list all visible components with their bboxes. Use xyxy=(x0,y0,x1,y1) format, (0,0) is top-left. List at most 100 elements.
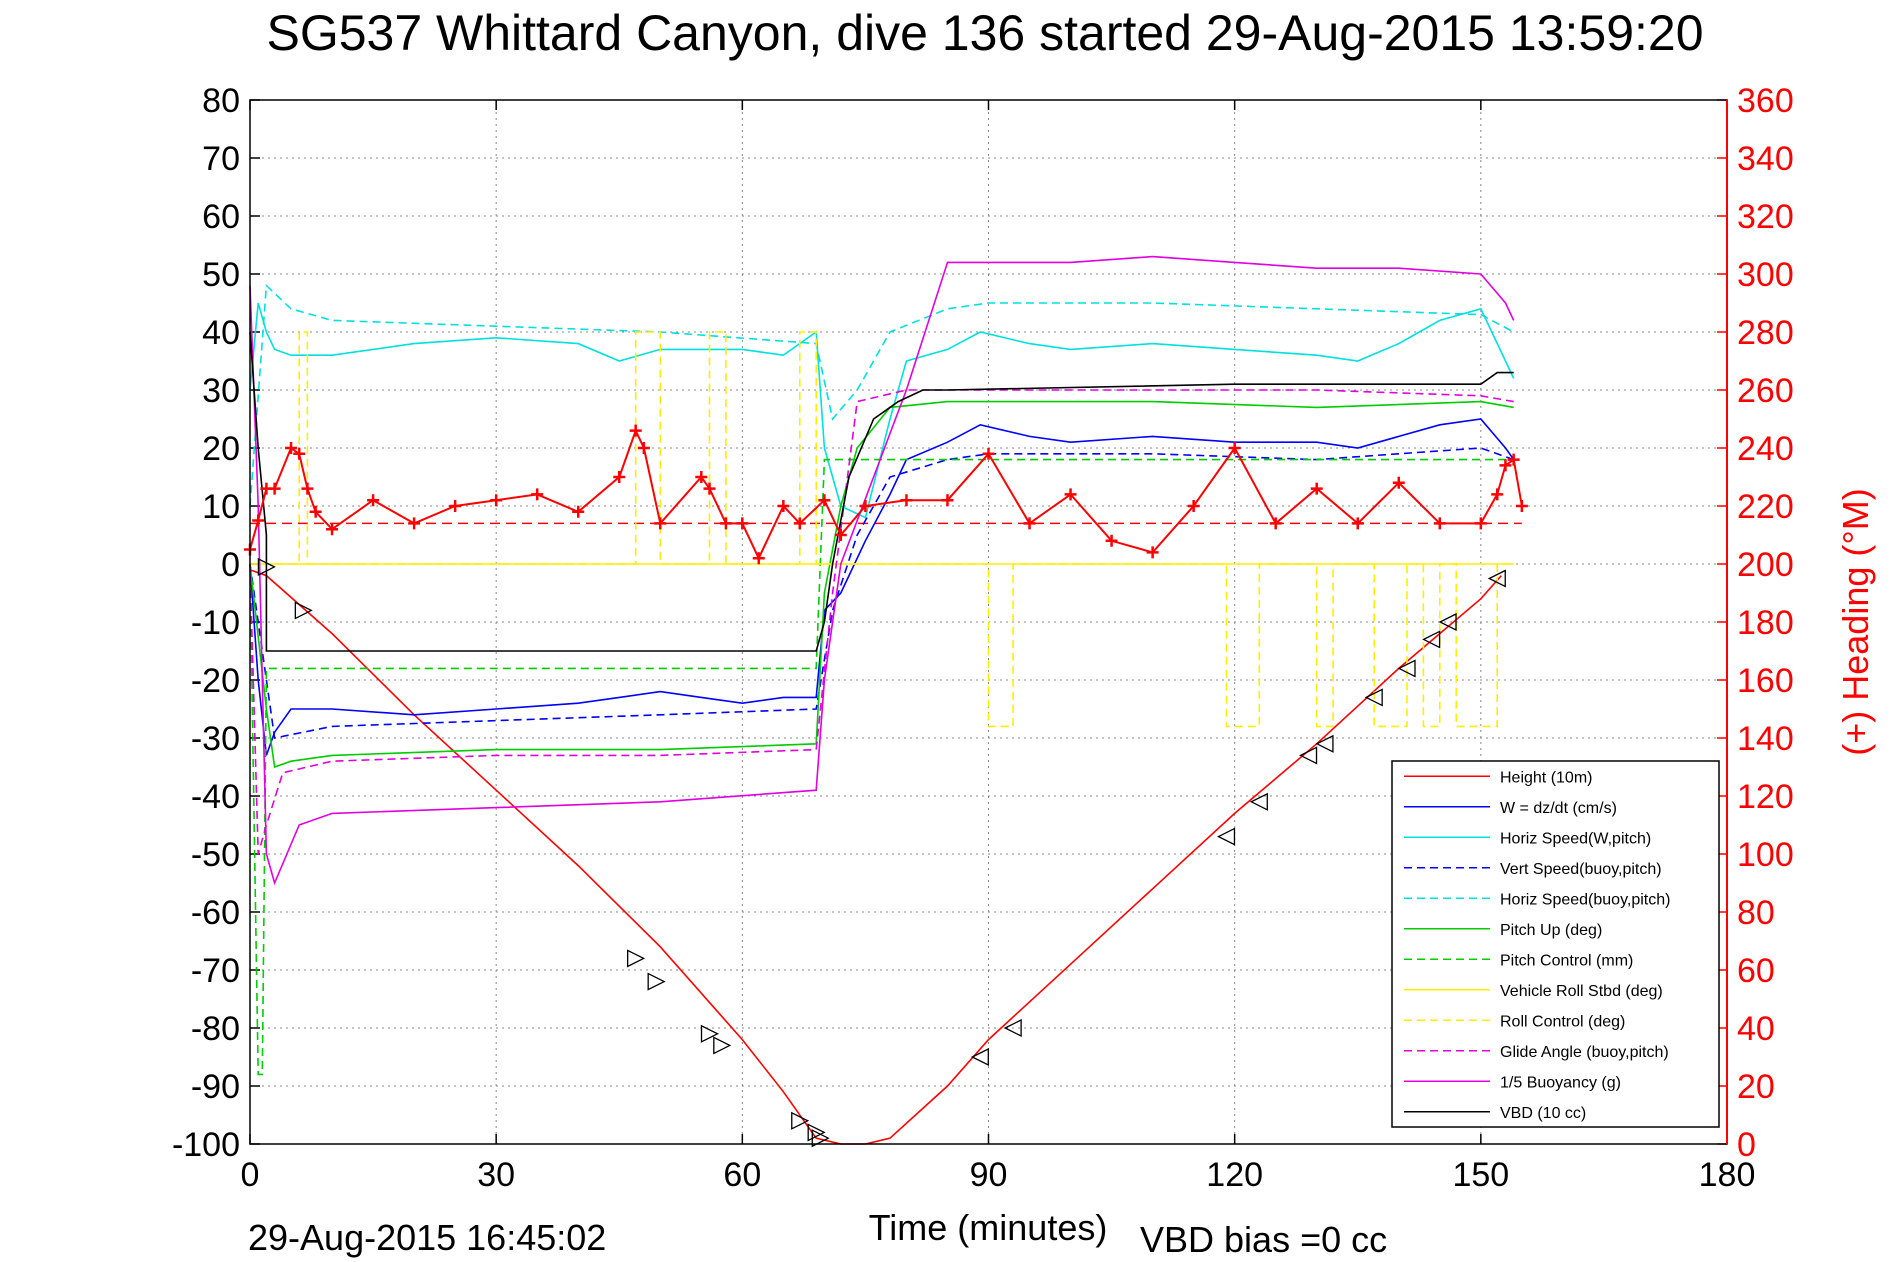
y-tick-label: 30 xyxy=(202,372,240,410)
heading-series xyxy=(244,424,1528,565)
depth-marker xyxy=(1299,746,1318,765)
chart-title: SG537 Whittard Canyon, dive 136 started … xyxy=(266,5,1703,61)
x-tick-label: 180 xyxy=(1699,1156,1756,1194)
heading-point xyxy=(1187,500,1200,512)
depth-marker xyxy=(713,1036,732,1055)
y-tick-label: -60 xyxy=(191,894,240,932)
y-tick-label: 50 xyxy=(202,256,240,294)
x-tick-label: 30 xyxy=(477,1156,515,1194)
heading-point xyxy=(531,488,544,501)
x-tick-label: 120 xyxy=(1206,1156,1263,1194)
y-tick-label: -20 xyxy=(191,662,240,700)
heading-point xyxy=(613,471,626,483)
y2-tick-label: 240 xyxy=(1737,430,1794,468)
y-tick-label: 80 xyxy=(202,82,240,120)
y2-tick-label: 320 xyxy=(1737,198,1794,236)
y-tick-label: 40 xyxy=(202,314,240,352)
footer-vbd-bias: VBD bias =0 cc xyxy=(1140,1219,1387,1260)
y2-tick-label: 80 xyxy=(1737,894,1775,932)
depth-marker xyxy=(807,1123,826,1142)
x-tick-label: 0 xyxy=(241,1156,260,1194)
heading-point xyxy=(367,494,380,507)
heading-point xyxy=(941,494,954,507)
heading-point xyxy=(1351,517,1364,530)
depth-marker xyxy=(1364,688,1383,707)
y-tick-label: -70 xyxy=(191,952,240,990)
y-tick-label: 10 xyxy=(202,488,240,526)
heading-point xyxy=(1507,453,1520,466)
heading-point xyxy=(900,494,913,507)
heading-point xyxy=(1474,517,1487,530)
heading-point xyxy=(252,514,265,527)
y2-tick-label: 60 xyxy=(1737,952,1775,990)
ticks: 0 30 60 90 120 150 18080706050403020100-10-20-… xyxy=(172,82,1794,1194)
y-tick-label: -40 xyxy=(191,778,240,816)
heading-point xyxy=(719,517,732,530)
depth-marker xyxy=(257,557,276,576)
heading-point xyxy=(777,500,790,512)
series-line-3 xyxy=(249,447,1514,739)
heading-point xyxy=(1515,500,1528,512)
heading-point xyxy=(752,552,765,565)
y-tick-label: -80 xyxy=(191,1010,240,1048)
y2-tick-label: 260 xyxy=(1737,372,1794,410)
y2-tick-label: 200 xyxy=(1737,546,1794,584)
y2-tick-label: 300 xyxy=(1737,256,1794,294)
legend-box xyxy=(1391,760,1720,1128)
series-line-11 xyxy=(249,331,1514,652)
depth-marker xyxy=(1003,1018,1022,1038)
series-line-4 xyxy=(249,283,1515,507)
legend-entry: W = dz/dt (cm/s) xyxy=(1500,800,1617,817)
y2-tick-label: 20 xyxy=(1737,1068,1775,1106)
heading-point xyxy=(293,447,306,460)
legend-entry: Roll Control (deg) xyxy=(1500,1013,1625,1030)
heading-point xyxy=(834,529,847,541)
heading-point xyxy=(793,517,806,530)
y2-tick-label: 40 xyxy=(1737,1010,1775,1048)
heading-point xyxy=(285,442,298,454)
depth-marker xyxy=(1438,612,1457,632)
legend-entry: VBD (10 cc) xyxy=(1500,1105,1586,1122)
depth-marker xyxy=(1249,792,1268,811)
y-tick-label: -90 xyxy=(191,1068,240,1106)
legend-entry: Horiz Speed(buoy,pitch) xyxy=(1500,891,1670,908)
heading-point xyxy=(1392,476,1405,489)
series-group xyxy=(249,255,1515,1145)
y-tick-label: -100 xyxy=(172,1126,240,1164)
heading-point xyxy=(1310,482,1323,495)
y-tick-label: 20 xyxy=(202,430,240,468)
depth-marker xyxy=(294,601,313,620)
depth-marker xyxy=(1487,569,1506,588)
x-tick-label: 60 xyxy=(723,1156,761,1194)
heading-point xyxy=(326,523,339,536)
x-tick-label: 90 xyxy=(970,1156,1008,1194)
depth-marker xyxy=(811,1129,830,1148)
series-line-6 xyxy=(249,458,1514,1076)
footer-timestamp: 29-Aug-2015 16:45:02 xyxy=(248,1217,606,1258)
heading-point xyxy=(654,517,667,530)
heading-point xyxy=(1064,488,1077,501)
heading-point xyxy=(736,517,749,530)
y-tick-label: -50 xyxy=(191,836,240,874)
x-axis-label: Time (minutes) xyxy=(869,1207,1108,1248)
depth-marker xyxy=(791,1111,810,1130)
heading-point xyxy=(1105,534,1118,547)
heading-point xyxy=(408,517,421,530)
heading-point xyxy=(572,505,585,518)
y2-tick-label: 340 xyxy=(1737,140,1794,178)
y2-tick-label: 120 xyxy=(1737,778,1794,816)
legend-entry: Horiz Speed(W,pitch) xyxy=(1500,830,1651,847)
heading-point xyxy=(703,482,716,495)
heading-point xyxy=(309,505,322,518)
y2-tick-label: 0 xyxy=(1737,1126,1756,1164)
heading-point xyxy=(268,482,281,495)
heading-point xyxy=(1491,488,1504,501)
y2-tick-label: 100 xyxy=(1737,836,1794,874)
legend-entry: Glide Angle (buoy,pitch) xyxy=(1500,1044,1669,1061)
y-tick-label: -10 xyxy=(191,604,240,642)
depth-marker xyxy=(627,949,646,968)
legend-entry: 1/5 Buoyancy (g) xyxy=(1500,1074,1621,1091)
heading-point xyxy=(629,424,642,437)
y-tick-label: 70 xyxy=(202,140,240,178)
